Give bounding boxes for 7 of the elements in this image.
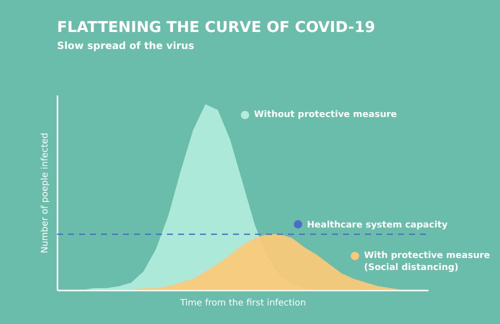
legend-label: Without protective measure xyxy=(254,110,397,120)
legend-label: With protective measure (Social distancing) xyxy=(364,251,490,273)
x-axis-title: Time from the first infection xyxy=(179,298,306,308)
chart-subtitle: Slow spread of the virus xyxy=(57,41,194,52)
legend-label: Healthcare system capacity xyxy=(307,220,448,230)
chart-title: FLATTENING THE CURVE OF COVID-19 xyxy=(57,18,376,36)
y-axis-title: Number of poeple infected xyxy=(40,132,50,254)
